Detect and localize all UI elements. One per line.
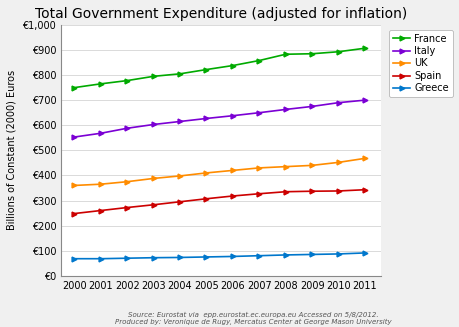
- UK: [124, 180, 129, 184]
- Greece: [335, 252, 341, 256]
- Y-axis label: Billions of Constant (2000) Euros: Billions of Constant (2000) Euros: [7, 70, 17, 231]
- Italy: [282, 108, 288, 112]
- Spain: [335, 189, 341, 193]
- UK: [72, 183, 77, 187]
- UK: [361, 156, 367, 160]
- UK: [256, 166, 262, 170]
- France: [282, 52, 288, 56]
- Spain: [256, 192, 262, 196]
- Line: Greece: Greece: [72, 250, 367, 261]
- Italy: [177, 119, 182, 123]
- Line: Italy: Italy: [72, 98, 367, 139]
- Greece: [256, 254, 262, 258]
- Greece: [230, 254, 235, 258]
- Spain: [361, 188, 367, 192]
- UK: [151, 177, 156, 181]
- France: [361, 46, 367, 50]
- UK: [203, 171, 209, 175]
- Greece: [72, 257, 77, 261]
- Title: Total Government Expenditure (adjusted for inflation): Total Government Expenditure (adjusted f…: [35, 7, 406, 21]
- Italy: [230, 114, 235, 118]
- Spain: [282, 190, 288, 194]
- France: [124, 78, 129, 82]
- France: [72, 86, 77, 90]
- Line: France: France: [72, 46, 367, 90]
- Spain: [72, 212, 77, 215]
- UK: [98, 182, 103, 186]
- Legend: France, Italy, UK, Spain, Greece: France, Italy, UK, Spain, Greece: [388, 30, 452, 97]
- Spain: [177, 200, 182, 204]
- Greece: [98, 257, 103, 261]
- UK: [309, 164, 314, 167]
- Italy: [203, 116, 209, 120]
- France: [98, 82, 103, 86]
- Greece: [361, 251, 367, 255]
- France: [309, 52, 314, 56]
- France: [151, 74, 156, 78]
- UK: [177, 174, 182, 178]
- Spain: [98, 209, 103, 213]
- Italy: [256, 111, 262, 115]
- France: [335, 50, 341, 54]
- Greece: [203, 255, 209, 259]
- Text: Source: Eurostat via  epp.eurostat.ec.europa.eu Accessed on 5/8/2012.
Produced b: Source: Eurostat via epp.eurostat.ec.eur…: [114, 312, 391, 325]
- Spain: [230, 194, 235, 198]
- Line: UK: UK: [72, 156, 367, 188]
- Greece: [151, 256, 156, 260]
- France: [230, 63, 235, 67]
- Italy: [309, 104, 314, 108]
- Italy: [335, 101, 341, 105]
- UK: [230, 168, 235, 172]
- Italy: [124, 126, 129, 130]
- UK: [335, 161, 341, 164]
- Italy: [361, 98, 367, 102]
- Italy: [151, 123, 156, 127]
- Line: Spain: Spain: [72, 187, 367, 216]
- Italy: [72, 135, 77, 139]
- Spain: [151, 203, 156, 207]
- France: [256, 59, 262, 62]
- Italy: [98, 131, 103, 135]
- UK: [282, 165, 288, 169]
- France: [203, 68, 209, 72]
- Greece: [124, 256, 129, 260]
- Spain: [309, 189, 314, 193]
- Greece: [309, 252, 314, 256]
- Greece: [282, 253, 288, 257]
- Spain: [124, 206, 129, 210]
- Greece: [177, 255, 182, 259]
- Spain: [203, 197, 209, 201]
- France: [177, 72, 182, 76]
